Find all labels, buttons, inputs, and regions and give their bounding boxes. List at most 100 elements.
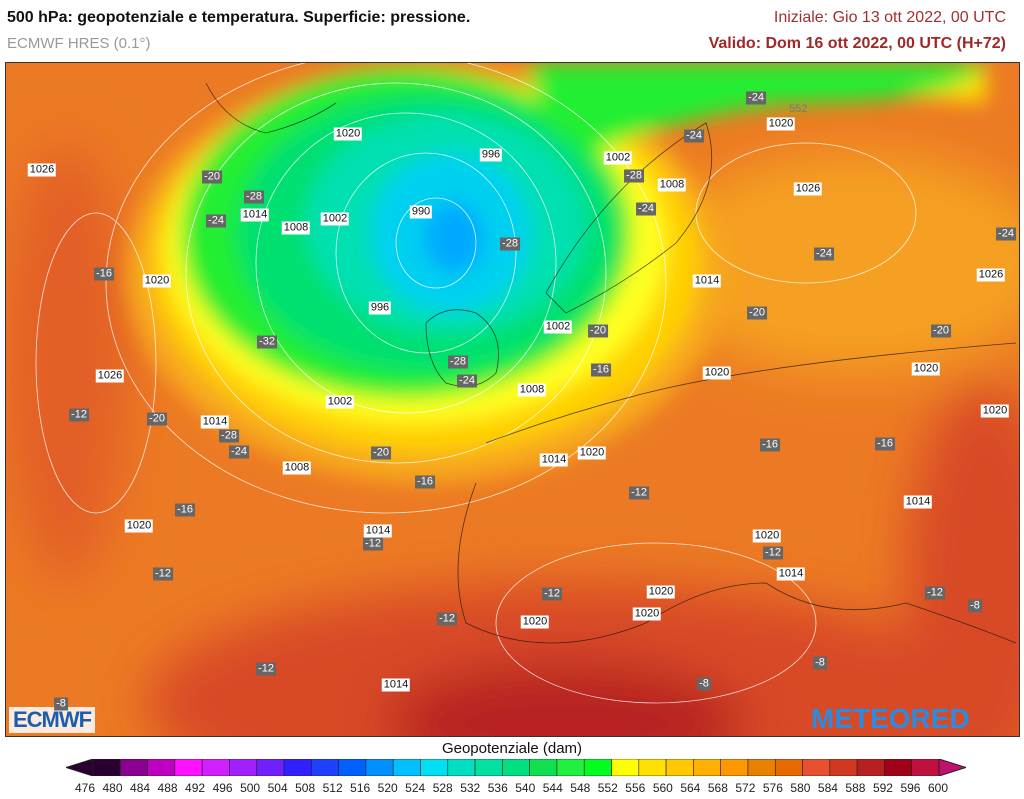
colorbar-swatch: [638, 759, 667, 776]
temperature-label: -20: [147, 412, 167, 426]
map-title: 500 hPa: geopotenziale e temperatura. Su…: [7, 9, 471, 26]
colorbar-tick-label: 588: [845, 781, 866, 795]
colorbar-swatch: [420, 759, 449, 776]
temperature-label: -28: [244, 190, 264, 204]
model-name: ECMWF HRES (0.1°): [7, 35, 151, 52]
pressure-label: 1014: [240, 208, 270, 222]
temperature-label: -12: [363, 537, 383, 551]
colorbar-swatch: [502, 759, 530, 776]
temperature-label: -24: [206, 214, 226, 228]
colorbar-high-arrow: [938, 759, 966, 776]
pressure-label: 1002: [543, 320, 573, 334]
pressure-label: 1026: [27, 163, 57, 177]
colorbar-tick-label: 592: [872, 781, 893, 795]
pressure-label: 1020: [520, 615, 550, 629]
colorbar-tick-label: 560: [652, 781, 673, 795]
pressure-label: 1014: [363, 524, 393, 538]
pressure-label: 1020: [766, 117, 796, 131]
pressure-label: 996: [368, 301, 392, 315]
temperature-label: -24: [229, 445, 249, 459]
weather-map[interactable]: 552 ECMWF METEORED 1020 996 1002 1008 1020 10…: [5, 62, 1020, 737]
colorbar: [66, 759, 966, 776]
colorbar-tick-label: 508: [295, 781, 316, 795]
isoline-label: 552: [789, 103, 808, 115]
colorbar-tick-label: 600: [927, 781, 949, 795]
ecmwf-logo: ECMWF: [9, 707, 96, 733]
colorbar-swatch: [174, 759, 203, 776]
colorbar-swatch: [283, 759, 312, 776]
colorbar-swatch: [119, 759, 148, 776]
colorbar-tick-label: 540: [515, 781, 536, 795]
temperature-label: -24: [996, 227, 1016, 241]
temperature-label: -28: [219, 429, 239, 443]
colorbar-tick-label: 544: [542, 781, 563, 795]
temperature-label: -24: [636, 202, 656, 216]
colorbar-swatch: [693, 759, 721, 776]
pressure-label: 1020: [333, 127, 363, 141]
colorbar-low-arrow: [66, 759, 94, 776]
colorbar-tick-label: 504: [267, 781, 288, 795]
temperature-label: -12: [437, 612, 457, 626]
pressure-label: 1008: [281, 221, 311, 235]
colorbar-swatch: [802, 759, 831, 776]
meteored-logo: METEORED: [811, 703, 970, 734]
temperature-label: -8: [968, 599, 982, 613]
colorbar-swatch: [774, 759, 803, 776]
colorbar-tick-label: 516: [350, 781, 371, 795]
temperature-label: -12: [542, 587, 562, 601]
colorbar-swatch: [392, 759, 421, 776]
pressure-label: 1020: [911, 362, 941, 376]
colorbar-tick-label: 480: [102, 781, 123, 795]
temperature-label: -12: [153, 567, 173, 581]
temperature-label: -20: [747, 306, 767, 320]
pressure-label: 1026: [95, 369, 125, 383]
temperature-label: -20: [371, 446, 391, 460]
colorbar-swatch: [147, 759, 176, 776]
temperature-label: -12: [256, 662, 276, 676]
colorbar-tick-label: 584: [817, 781, 838, 795]
pressure-label: 1026: [976, 268, 1006, 282]
temperature-label: -16: [415, 475, 435, 489]
colorbar-swatch: [92, 759, 121, 776]
temperature-label: -32: [257, 335, 277, 349]
colorbar-tick-label: 524: [405, 781, 426, 795]
colorbar-swatch: [256, 759, 285, 776]
colorbar-tick-label: 532: [460, 781, 481, 795]
colorbar-swatch: [229, 759, 258, 776]
temperature-label: -28: [624, 169, 644, 183]
initial-time: Iniziale: Gio 13 ott 2022, 00 UTC: [773, 9, 1006, 26]
pressure-label: 1020: [124, 519, 154, 533]
pressure-label: 1014: [692, 274, 722, 288]
pressure-label: 1008: [657, 178, 687, 192]
temperature-label: -12: [925, 586, 945, 600]
pressure-label: 1020: [980, 404, 1010, 418]
colorbar-tick-label: 512: [322, 781, 343, 795]
pressure-label: 1014: [200, 415, 230, 429]
colorbar-tick-label: 492: [185, 781, 206, 795]
colorbar-tick-label: 568: [707, 781, 728, 795]
colorbar-tick-label: 552: [597, 781, 618, 795]
temperature-label: -20: [931, 324, 951, 338]
pressure-label: 1020: [752, 529, 782, 543]
pressure-label: 1002: [325, 395, 355, 409]
colorbar-tick-label: 528: [432, 781, 453, 795]
pressure-label: 1026: [793, 182, 823, 196]
pressure-label: 1002: [603, 151, 633, 165]
pressure-label: 1020: [702, 366, 732, 380]
pressure-label: 1014: [381, 678, 411, 692]
colorbar-tick-label: 476: [74, 781, 96, 795]
colorbar-swatch: [474, 759, 503, 776]
temperature-label: -12: [69, 408, 89, 422]
colorbar-swatch: [338, 759, 367, 776]
pressure-label: 1008: [517, 383, 547, 397]
temperature-label: -24: [457, 374, 477, 388]
temperature-label: -8: [813, 656, 827, 670]
pressure-label: 1014: [776, 567, 806, 581]
temperature-label: -16: [760, 438, 780, 452]
colorbar-tick-label: 548: [570, 781, 591, 795]
temperature-label: -24: [746, 91, 766, 105]
colorbar-title: Geopotenziale (dam): [441, 740, 583, 757]
colorbar-tick-label: 576: [762, 781, 783, 795]
pressure-label: 1020: [577, 446, 607, 460]
temperature-label: -24: [814, 247, 834, 261]
